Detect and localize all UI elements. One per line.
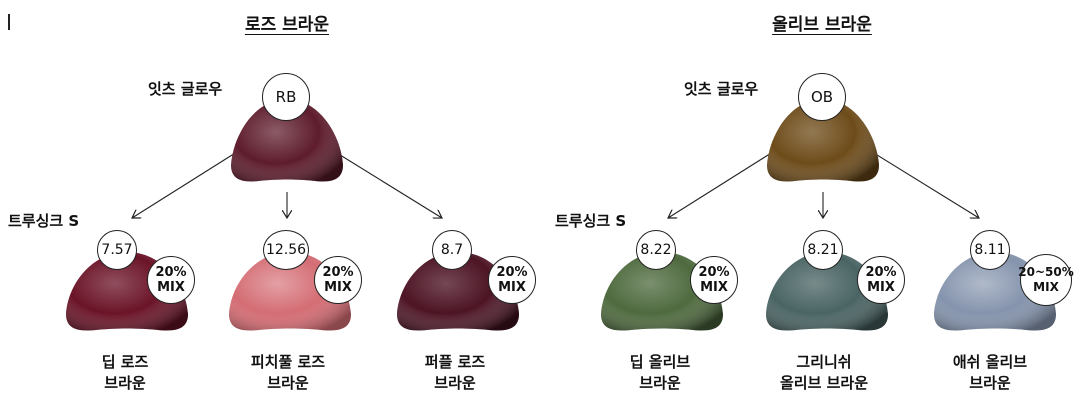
- code-badge-8-11: 8.11: [970, 230, 1010, 270]
- shade-name-line2: 브라운: [267, 374, 309, 392]
- group-title-olive-brown: 올리브 브라운: [772, 15, 872, 35]
- shade-name-12-56: 피치풀 로즈 브라운: [218, 352, 358, 394]
- mix-word: MIX: [700, 280, 728, 295]
- shade-name-line1: 그리니쉬: [796, 353, 852, 371]
- mix-word: MIX: [1033, 280, 1059, 294]
- group-title-rose-brown: 로즈 브라운: [244, 15, 330, 35]
- mix-badge-8-21: 20% MIX: [857, 256, 905, 304]
- shade-name-line2: 브라운: [434, 374, 476, 392]
- vertical-mark: [8, 14, 10, 30]
- mix-badge-8-22: 20% MIX: [690, 256, 738, 304]
- top-label-olive: 잇츠 글로우: [684, 80, 759, 98]
- code-badge-12-56: 12.56: [263, 230, 309, 270]
- arrow-to-8-7: [331, 149, 442, 218]
- mix-pct: 20%: [322, 265, 354, 280]
- mix-pct: 20%: [698, 265, 730, 280]
- line-label-olive: 트루싱크 S: [555, 212, 627, 230]
- mix-pct: 20%: [496, 265, 528, 280]
- mix-badge-8-7: 20% MIX: [488, 256, 536, 304]
- shade-name-line2: 올리브 브라운: [779, 374, 869, 392]
- top-label-rose: 잇츠 글로우: [148, 80, 223, 98]
- mix-word: MIX: [324, 280, 352, 295]
- swatch-rb: [231, 99, 343, 182]
- mix-badge-8-11: 20~50% MIX: [1018, 254, 1074, 306]
- top-code-badge-rb: RB: [262, 73, 310, 121]
- mix-word: MIX: [498, 280, 526, 295]
- shade-name-line1: 퍼플 로즈: [424, 353, 486, 371]
- code-badge-7-57: 7.57: [97, 230, 137, 270]
- shade-name-line2: 브라운: [104, 374, 146, 392]
- shade-name-line1: 애쉬 올리브: [952, 353, 1028, 371]
- shade-name-line2: 브라운: [639, 374, 681, 392]
- shade-name-8-7: 퍼플 로즈 브라운: [385, 352, 525, 394]
- shade-name-8-21: 그리니쉬 올리브 브라운: [754, 352, 894, 394]
- shade-name-line2: 브라운: [969, 374, 1011, 392]
- mix-pct: 20~50%: [1018, 265, 1074, 279]
- line-label-rose: 트루싱크 S: [8, 212, 80, 230]
- mix-word: MIX: [867, 280, 895, 295]
- code-badge-8-21: 8.21: [803, 230, 843, 270]
- mix-badge-7-57: 20% MIX: [147, 256, 195, 304]
- shade-name-7-57: 딥 로즈 브라운: [55, 352, 195, 394]
- arrow-to-8-22: [668, 149, 777, 218]
- code-badge-8-7: 8.7: [432, 230, 472, 270]
- swatch-ob: [767, 99, 879, 182]
- shade-name-line1: 딥 올리브: [629, 353, 691, 371]
- shade-name-8-22: 딥 올리브 브라운: [590, 352, 730, 394]
- top-code-badge-ob: OB: [798, 73, 846, 121]
- mix-pct: 20%: [865, 265, 897, 280]
- shade-name-line1: 피치풀 로즈: [250, 353, 326, 371]
- shade-name-8-11: 애쉬 올리브 브라운: [920, 352, 1060, 394]
- arrow-to-7-57: [132, 149, 241, 218]
- mix-badge-12-56: 20% MIX: [314, 256, 362, 304]
- code-badge-8-22: 8.22: [636, 230, 676, 270]
- shade-name-line1: 딥 로즈: [101, 353, 149, 371]
- mix-word: MIX: [157, 280, 185, 295]
- mix-pct: 20%: [155, 265, 187, 280]
- arrow-to-8-11: [868, 149, 979, 218]
